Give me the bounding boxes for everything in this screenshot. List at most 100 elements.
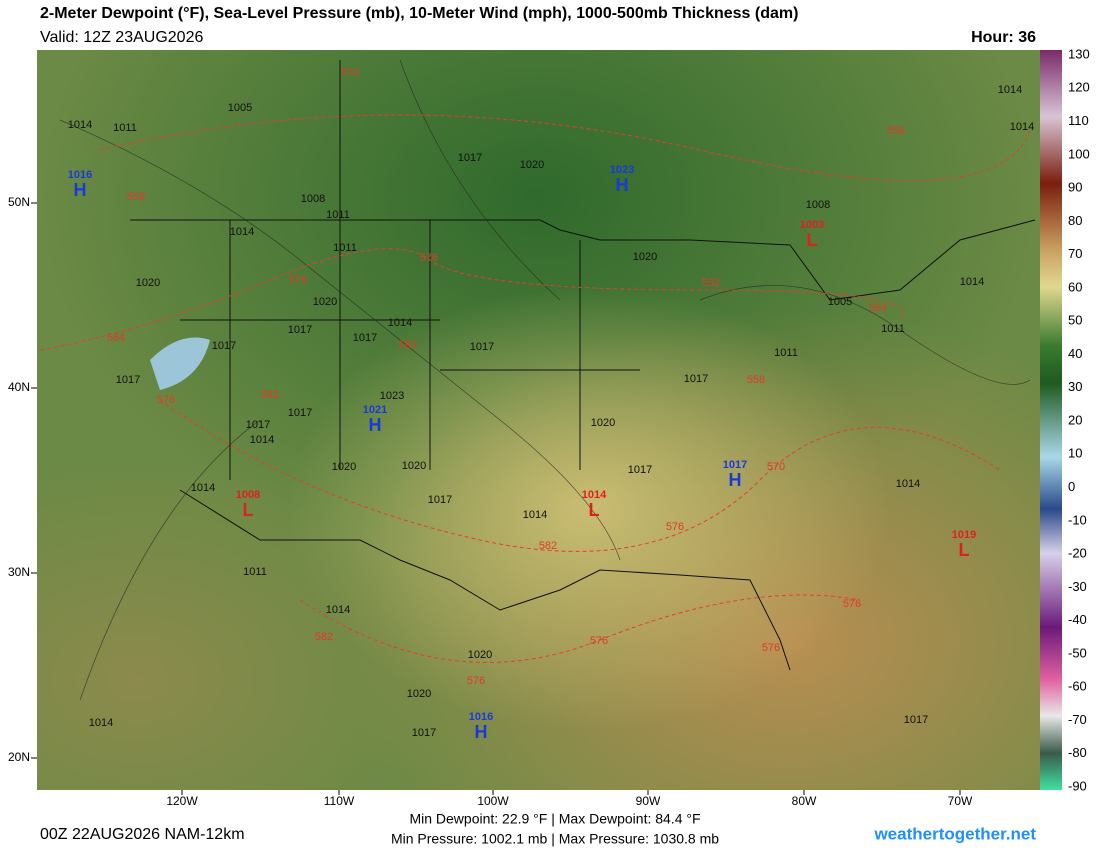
colorbar-label: 120 xyxy=(1068,80,1090,95)
isobar-label: 1014 xyxy=(191,482,215,494)
isobar-label: 1011 xyxy=(774,347,798,359)
colorbar-label: 130 xyxy=(1068,46,1090,61)
colorbar-label: -80 xyxy=(1068,745,1087,760)
pressure-center-symbol: L xyxy=(807,230,818,250)
pressure-center-symbol: H xyxy=(616,175,629,195)
colorbar-label: 70 xyxy=(1068,246,1082,261)
isobar-label: 1017 xyxy=(212,340,236,352)
colorbar-label: 20 xyxy=(1068,412,1082,427)
pressure-center-symbol: H xyxy=(475,722,488,742)
colorbar-label: 110 xyxy=(1068,113,1089,128)
isobar-label: 1017 xyxy=(458,152,482,164)
map xyxy=(37,50,1040,790)
thickness-label: 564 xyxy=(869,302,887,314)
thickness-label: 558 xyxy=(887,125,905,137)
isobar-label: 1017 xyxy=(288,324,312,336)
thickness-label: 582 xyxy=(315,631,333,643)
isobar-label: 1017 xyxy=(628,464,652,476)
isobar-label: 1014 xyxy=(89,717,113,729)
thickness-label: 576 xyxy=(666,521,684,533)
isobar-label: 1017 xyxy=(412,727,436,739)
isobar-label: 1020 xyxy=(407,688,431,700)
isobar-label: 1014 xyxy=(998,84,1022,96)
longitude-label: 80W xyxy=(792,794,817,808)
colorbar-label: -50 xyxy=(1068,645,1087,660)
isobar-label: 1020 xyxy=(591,417,615,429)
colorbar-label: 60 xyxy=(1068,279,1082,294)
isobar-label: 1017 xyxy=(353,332,377,344)
thickness-label: 576 xyxy=(420,252,438,264)
pressure-center-value: 1008 xyxy=(236,489,260,501)
pressure-center-value: 1021 xyxy=(363,404,387,416)
isobar-label: 1011 xyxy=(243,566,267,578)
thickness-label: 576 xyxy=(762,642,780,654)
isobar-label: 1017 xyxy=(288,407,312,419)
isobar-label: 1014 xyxy=(523,509,547,521)
latitude-label: 50N xyxy=(8,195,30,209)
isobar-label: 1014 xyxy=(250,434,274,446)
longitude-label: 100W xyxy=(477,794,509,808)
pressure-center-symbol: L xyxy=(243,500,254,520)
isobar-label: 1020 xyxy=(136,277,160,289)
thickness-label: 582 xyxy=(539,540,557,552)
isobar-label: 1011 xyxy=(333,242,357,254)
colorbar-label: -40 xyxy=(1068,612,1087,627)
thickness-label: 570 xyxy=(341,67,359,79)
isobar-label: 1014 xyxy=(326,604,350,616)
colorbar-label: -20 xyxy=(1068,546,1087,561)
latitude-label: 40N xyxy=(8,380,30,394)
colorbar-label: -70 xyxy=(1068,712,1087,727)
isobar-label: 1014 xyxy=(230,226,254,238)
thickness-label: 558 xyxy=(127,191,145,203)
isobar-label: 1020 xyxy=(313,296,337,308)
pressure-center-symbol: L xyxy=(589,500,600,520)
isobar-label: 1017 xyxy=(684,373,708,385)
pressure-center-value: 1016 xyxy=(469,711,493,723)
isobar-label: 1005 xyxy=(828,296,852,308)
longitude-label: 90W xyxy=(636,794,661,808)
colorbar-label: -60 xyxy=(1068,679,1087,694)
valid-time: Valid: 12Z 23AUG2026 xyxy=(40,29,203,46)
dry-basin xyxy=(150,337,210,390)
isobars xyxy=(59,59,1031,701)
isobar-label: 1020 xyxy=(402,460,426,472)
isobar-label: 1014 xyxy=(1010,121,1034,133)
thickness-label: 552 xyxy=(702,277,720,289)
isobar-label: 1020 xyxy=(520,159,544,171)
isobar-label: 1011 xyxy=(326,209,350,221)
isobar-label: 1014 xyxy=(388,317,412,329)
isobar-label: 1023 xyxy=(380,390,404,402)
colorbar-label: 10 xyxy=(1068,446,1082,461)
pressure-center-value: 1017 xyxy=(723,459,747,471)
model-run: 00Z 22AUG2026 NAM-12km xyxy=(40,826,245,843)
thickness-label: 576 xyxy=(843,598,861,610)
colorbar-label: 90 xyxy=(1068,180,1082,195)
pressure-center-symbol: H xyxy=(729,470,742,490)
thickness-lines xyxy=(39,114,1031,663)
thickness-label: 582 xyxy=(261,389,279,401)
colorbar-label: -90 xyxy=(1068,778,1087,793)
forecast-hour: Hour: 36 xyxy=(971,29,1036,46)
thickness-label: 582 xyxy=(399,339,417,351)
pressure-center-value: 1014 xyxy=(582,489,607,501)
isobar-label: 1017 xyxy=(904,714,928,726)
isobar-label: 1017 xyxy=(246,419,270,431)
longitude-label: 120W xyxy=(166,794,198,808)
isobar-label: 1014 xyxy=(896,478,920,490)
isobar-label: 1008 xyxy=(301,193,325,205)
isobar-label: 1014 xyxy=(960,276,984,288)
thickness-label: 584 xyxy=(107,332,125,344)
isobar-label: 1008 xyxy=(806,199,830,211)
isobar-label: 1005 xyxy=(228,102,252,114)
colorbar-label: 80 xyxy=(1068,213,1082,228)
pressure-center-symbol: H xyxy=(74,180,87,200)
thickness-label: 576 xyxy=(467,675,485,687)
colorbar-label: 30 xyxy=(1068,379,1082,394)
isobar-label: 1020 xyxy=(468,649,492,661)
colorbar-label: -10 xyxy=(1068,512,1087,527)
colorbar-label: 100 xyxy=(1068,146,1090,161)
pressure-center-value: 1019 xyxy=(952,529,976,541)
thickness-label: 576 xyxy=(289,274,307,286)
isobar-label: 1017 xyxy=(116,374,140,386)
isobar-label: 1014 xyxy=(68,119,92,131)
